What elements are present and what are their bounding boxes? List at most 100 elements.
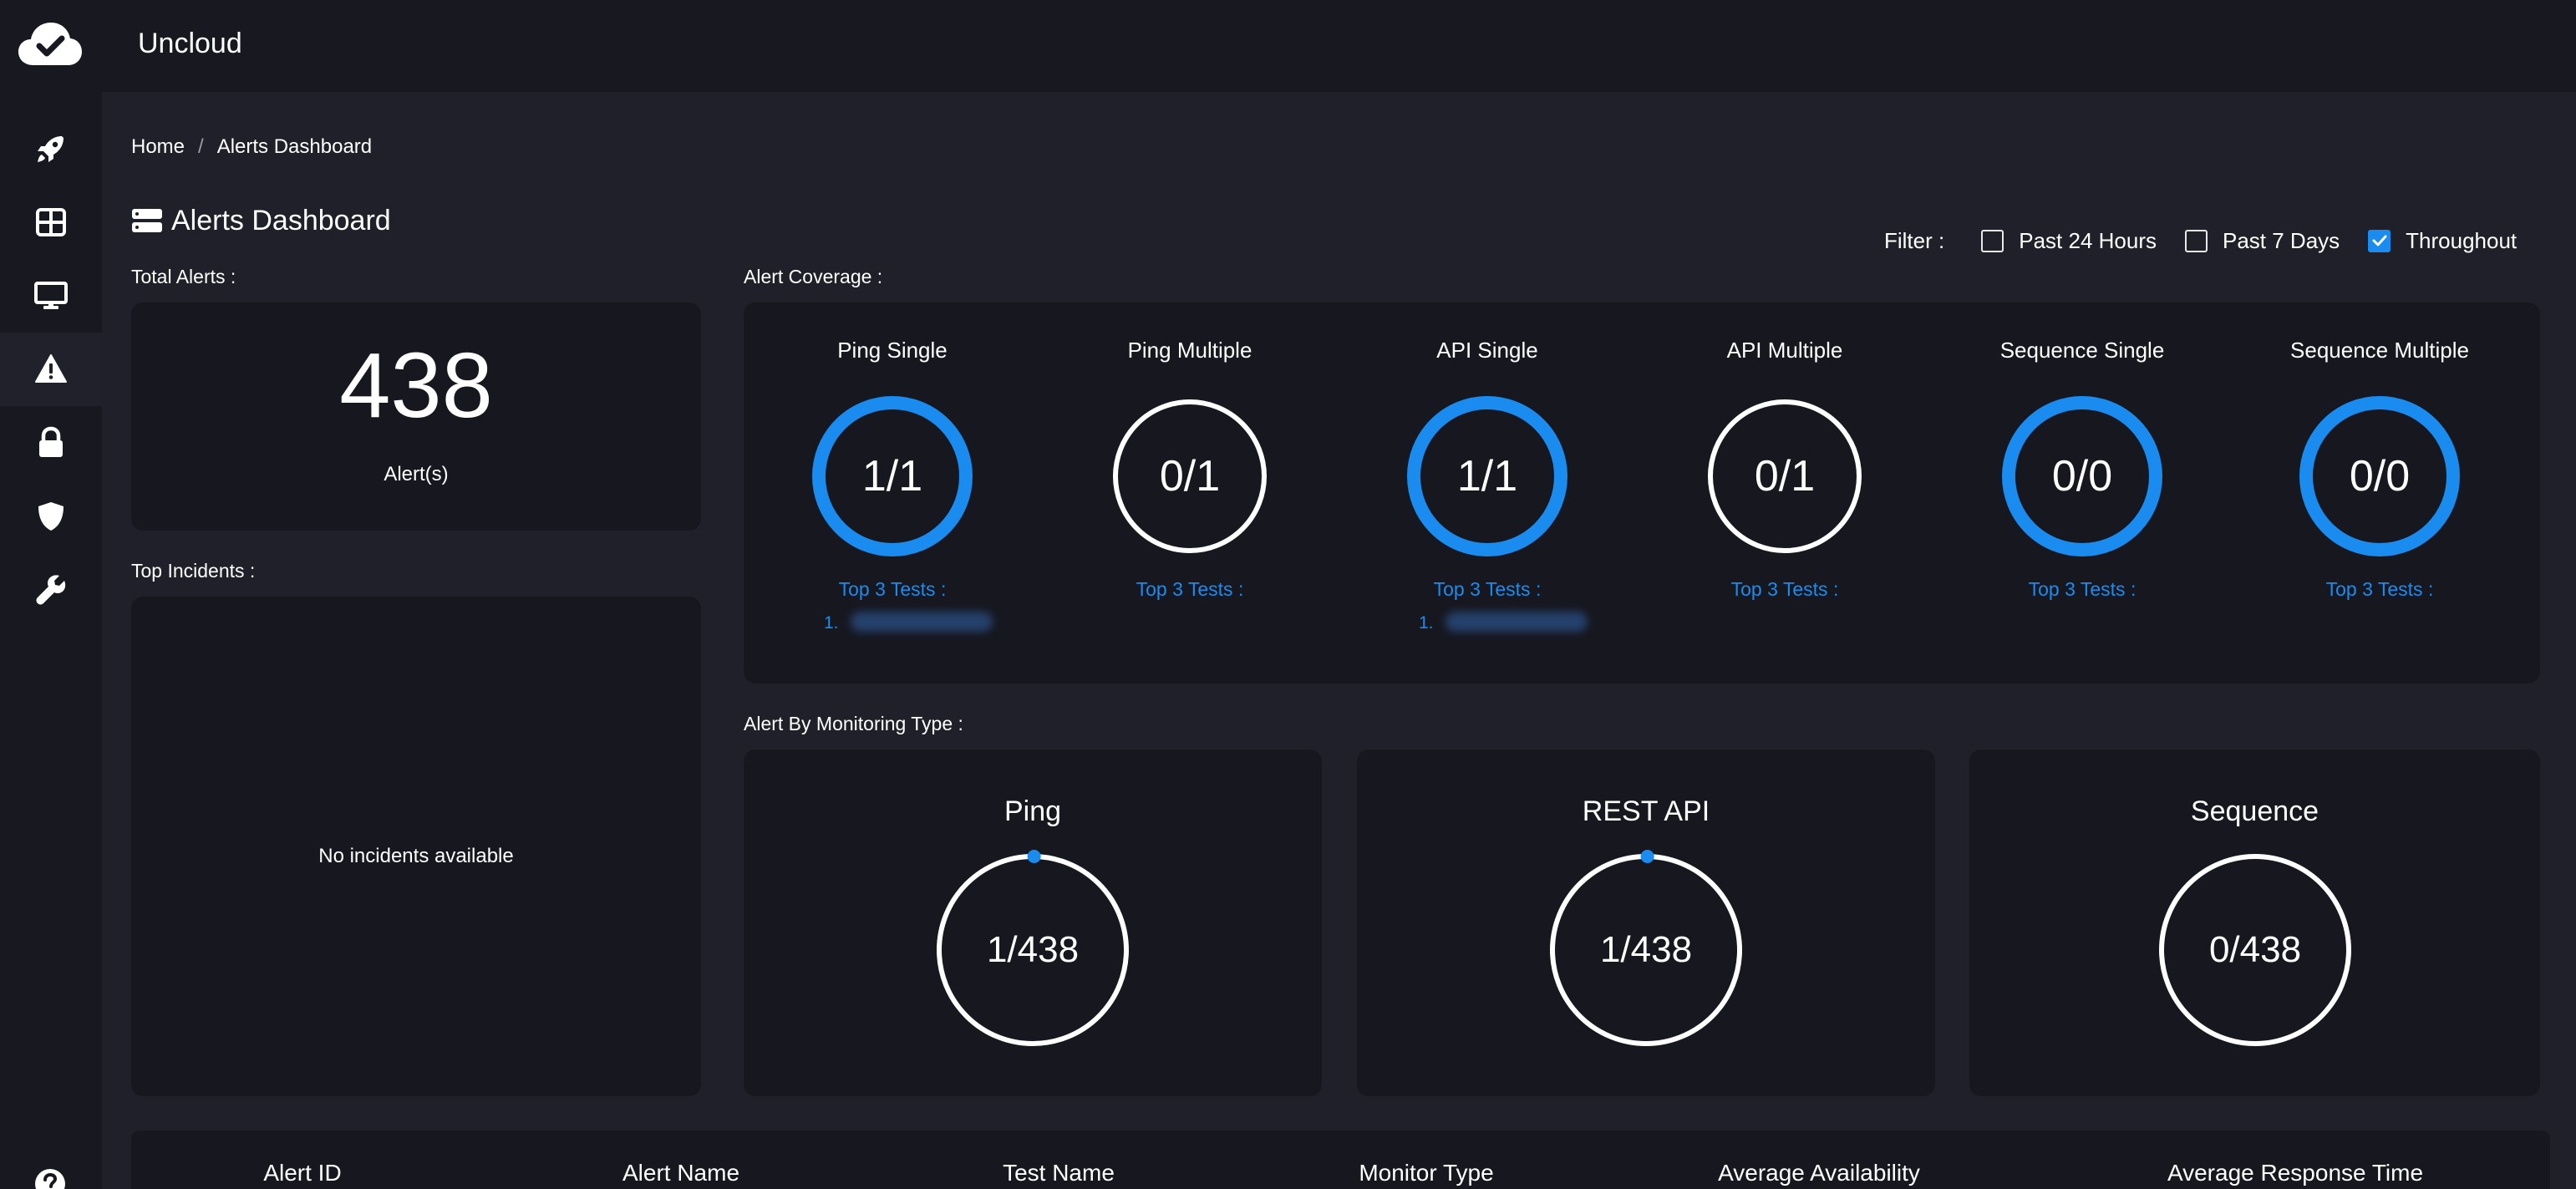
coverage-value: 0/1 bbox=[1159, 452, 1221, 500]
page-title: Alerts Dashboard bbox=[171, 205, 391, 236]
sidebar-item-alerts[interactable] bbox=[0, 333, 102, 406]
monitor-type-value: 1/438 bbox=[1599, 929, 1693, 970]
coverage-value: 1/1 bbox=[861, 452, 923, 500]
total-alerts-card: 438 Alert(s) bbox=[131, 302, 701, 531]
sidebar-item-security[interactable] bbox=[0, 406, 102, 480]
redacted-test-name bbox=[1445, 612, 1588, 632]
alerts-table-header: Alert ID Alert Name Test Name Monitor Ty… bbox=[131, 1131, 2550, 1189]
filter-past-24-hours[interactable]: Past 24 Hours bbox=[1981, 226, 2157, 256]
coverage-ring bbox=[812, 396, 973, 556]
wrench-icon bbox=[36, 575, 66, 605]
sidebar-item-dashboard[interactable] bbox=[0, 185, 102, 259]
top-incidents-card: No incidents available bbox=[131, 597, 701, 1096]
top-3-tests-link[interactable]: Top 3 Tests : bbox=[1730, 578, 1839, 600]
filter-option-label: Throughout bbox=[2406, 228, 2518, 253]
monitor-type-card-sequence: Sequence 0/438 bbox=[1969, 749, 2540, 1096]
coverage-title: Ping Multiple bbox=[1127, 338, 1252, 363]
rocket-icon bbox=[38, 136, 64, 162]
coverage-sequence-single: Sequence Single 0/0 Top 3 Tests : bbox=[1933, 302, 2231, 683]
coverage-value: 0/1 bbox=[1754, 452, 1816, 500]
coverage-sequence-multiple: Sequence Multiple 0/0 Top 3 Tests : bbox=[2231, 302, 2528, 683]
top-test-item[interactable]: 1. bbox=[824, 612, 993, 635]
shield-icon bbox=[38, 502, 64, 531]
total-alerts-unit: Alert(s) bbox=[384, 463, 449, 485]
coverage-title: Ping Single bbox=[837, 338, 948, 363]
sidebar-item-settings[interactable] bbox=[0, 553, 102, 627]
monitor-type-title: Sequence bbox=[2190, 795, 2319, 827]
sidebar-item-rocket[interactable] bbox=[0, 112, 102, 185]
coverage-value: 1/1 bbox=[1456, 452, 1518, 500]
filter-bar: Filter : Past 24 Hours Past 7 Days Throu… bbox=[1884, 226, 2517, 256]
top-3-tests-link[interactable]: Top 3 Tests : bbox=[1136, 578, 1244, 600]
coverage-title: API Multiple bbox=[1726, 338, 1843, 363]
filter-past-24-hours-checkbox[interactable] bbox=[1981, 229, 2004, 252]
monitor-type-value: 1/438 bbox=[986, 929, 1080, 970]
filter-past-7-days[interactable]: Past 7 Days bbox=[2184, 226, 2340, 256]
column-header-average-availability[interactable]: Average Availability bbox=[1718, 1160, 1920, 1186]
monitor-type-progress-dot bbox=[1027, 850, 1041, 864]
column-header-average-response-time[interactable]: Average Response Time bbox=[2167, 1160, 2424, 1186]
monitor-type-ring bbox=[2159, 854, 2351, 1046]
sidebar-item-shield[interactable] bbox=[0, 480, 102, 553]
monitor-type-title: Ping bbox=[1003, 795, 1062, 827]
top-incidents-label: Top Incidents : bbox=[131, 560, 256, 582]
app-title: Uncloud bbox=[138, 28, 242, 59]
help-circle-icon[interactable] bbox=[33, 1167, 67, 1189]
coverage-title: Sequence Multiple bbox=[2290, 338, 2469, 363]
page-title-row: Alerts Dashboard bbox=[131, 202, 391, 239]
coverage-api-multiple: API Multiple 0/1 Top 3 Tests : bbox=[1636, 302, 1933, 683]
filter-throughout[interactable]: Throughout bbox=[2368, 226, 2517, 256]
coverage-value: 0/0 bbox=[2051, 452, 2113, 500]
monitor-type-card-ping: Ping 1/438 bbox=[744, 749, 1322, 1096]
alert-coverage-label: Alert Coverage : bbox=[744, 266, 883, 287]
top-3-tests-link[interactable]: Top 3 Tests : bbox=[2028, 578, 2137, 600]
sidebar-item-monitor[interactable] bbox=[0, 259, 102, 333]
monitor-type-ring bbox=[1550, 850, 1742, 1046]
monitor-type-progress-dot bbox=[1640, 850, 1654, 864]
alert-triangle-icon bbox=[35, 354, 67, 383]
monitor-type-title: REST API bbox=[1582, 795, 1710, 827]
filter-throughout-checkbox[interactable] bbox=[2368, 229, 2391, 252]
redacted-test-name bbox=[850, 612, 993, 632]
coverage-ring bbox=[2299, 396, 2460, 556]
filter-label: Filter : bbox=[1884, 228, 1945, 253]
top-3-tests-link[interactable]: Top 3 Tests : bbox=[2325, 578, 2434, 600]
total-alerts-label: Total Alerts : bbox=[131, 266, 236, 287]
coverage-ring bbox=[1708, 399, 1862, 553]
coverage-ping-multiple: Ping Multiple 0/1 Top 3 Tests : bbox=[1041, 302, 1339, 683]
top-3-tests-link[interactable]: Top 3 Tests : bbox=[838, 578, 947, 600]
monitor-type-ring bbox=[937, 850, 1129, 1046]
coverage-title: API Single bbox=[1436, 338, 1538, 363]
alert-coverage-card: Ping Single 1/1 Top 3 Tests : 1. Ping Mu… bbox=[744, 302, 2540, 683]
alert-by-type-label: Alert By Monitoring Type : bbox=[744, 713, 963, 734]
breadcrumb-home-link[interactable]: Home bbox=[131, 135, 185, 158]
coverage-value: 0/0 bbox=[2349, 452, 2411, 500]
column-header-monitor-type[interactable]: Monitor Type bbox=[1359, 1160, 1494, 1186]
column-header-alert-name[interactable]: Alert Name bbox=[622, 1160, 740, 1186]
coverage-ring bbox=[1407, 396, 1567, 556]
total-alerts-value: 438 bbox=[339, 334, 493, 437]
breadcrumb-separator: / bbox=[198, 135, 204, 158]
breadcrumb: Home / Alerts Dashboard bbox=[131, 134, 372, 160]
top-bar: Uncloud bbox=[0, 0, 2576, 92]
coverage-ring bbox=[1113, 399, 1267, 553]
top-test-index: 1. bbox=[824, 613, 839, 633]
no-incidents-message: No incidents available bbox=[318, 845, 514, 867]
column-header-test-name[interactable]: Test Name bbox=[1003, 1160, 1115, 1186]
coverage-ring bbox=[2002, 396, 2162, 556]
cloud-check-logo-icon[interactable] bbox=[17, 18, 84, 72]
grid-icon bbox=[36, 208, 66, 236]
coverage-api-single: API Single 1/1 Top 3 Tests : 1. bbox=[1339, 302, 1636, 683]
breadcrumb-current: Alerts Dashboard bbox=[216, 135, 373, 158]
server-icon bbox=[132, 209, 162, 232]
filter-option-label: Past 7 Days bbox=[2222, 228, 2340, 253]
filter-past-7-days-checkbox[interactable] bbox=[2184, 229, 2208, 252]
top-test-index: 1. bbox=[1419, 613, 1434, 633]
top-test-item[interactable]: 1. bbox=[1419, 612, 1588, 635]
coverage-ping-single: Ping Single 1/1 Top 3 Tests : 1. bbox=[744, 302, 1041, 683]
coverage-title: Sequence Single bbox=[1999, 338, 2165, 363]
lock-icon bbox=[39, 426, 63, 457]
top-3-tests-link[interactable]: Top 3 Tests : bbox=[1433, 578, 1542, 600]
filter-option-label: Past 24 Hours bbox=[2019, 228, 2157, 253]
column-header-alert-id[interactable]: Alert ID bbox=[263, 1160, 342, 1186]
